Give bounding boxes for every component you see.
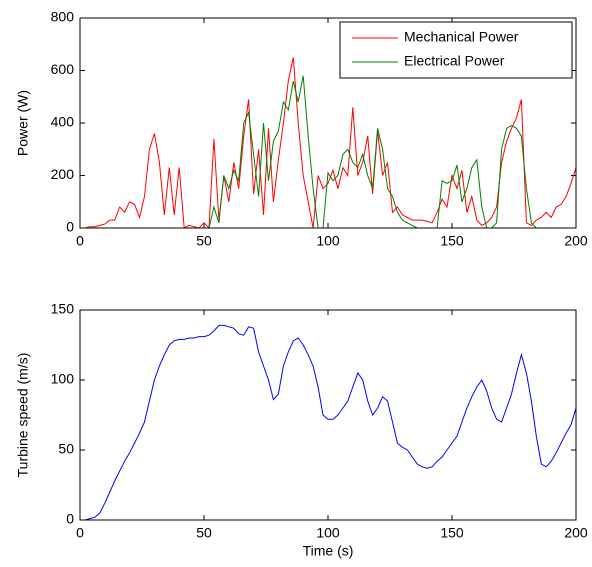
legend-label: Electrical Power [404, 53, 505, 69]
x-tick-label: 150 [440, 525, 464, 541]
y-axis-label: Power (W) [15, 90, 31, 156]
y-tick-label: 400 [51, 114, 75, 130]
x-axis-label: Time (s) [303, 543, 354, 559]
x-tick-label: 50 [196, 233, 212, 249]
x-tick-label: 0 [76, 525, 84, 541]
axes-frame [79, 17, 577, 229]
y-tick-label: 0 [66, 511, 74, 527]
x-tick-label: 200 [564, 525, 588, 541]
data-line [80, 57, 577, 230]
x-tick-label: 200 [564, 233, 588, 249]
x-tick-label: 150 [440, 233, 464, 249]
x-tick-label: 100 [316, 233, 340, 249]
plot-area [80, 310, 576, 520]
legend-label: Mechanical Power [404, 29, 519, 45]
axes-frame [79, 309, 577, 521]
x-tick-label: 0 [76, 233, 84, 249]
y-tick-label: 100 [51, 371, 75, 387]
x-tick-label: 100 [316, 525, 340, 541]
y-tick-label: 150 [51, 301, 75, 317]
y-tick-label: 600 [51, 61, 75, 77]
y-tick-label: 200 [51, 166, 75, 182]
legend-box [339, 21, 573, 79]
y-tick-label: 0 [66, 219, 74, 235]
x-tick-label: 50 [196, 525, 212, 541]
y-axis-label: Turbine speed (m/s) [15, 353, 31, 478]
y-tick-label: 50 [58, 441, 74, 457]
y-tick-label: 800 [51, 9, 75, 25]
legend: Mechanical Power Electrical Power [339, 21, 573, 79]
data-line [80, 324, 577, 521]
